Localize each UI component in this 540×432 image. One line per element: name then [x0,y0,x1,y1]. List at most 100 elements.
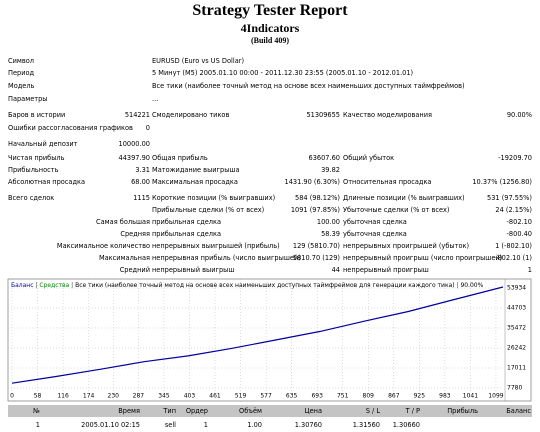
stat-value: -802.10 [506,218,532,226]
stat-value: 51309655 [306,111,340,119]
x-tick-label: 519 [235,393,247,400]
table-header: Тип [163,407,176,415]
x-tick-label: 693 [311,393,323,400]
stat-value: 10000.00 [118,140,150,148]
stat-label: Абсолютная просадка [8,178,86,186]
stat-label: Прибыльные сделки (% от всех) [152,206,265,214]
stat-label: непрерывных выигрышей (прибыль) [152,242,280,250]
separator: | [34,282,40,289]
table-cell: 1.00 [247,421,262,429]
legend-note: Все тики (наиболее точный метод на основ… [75,282,455,289]
stat-label: Средняя [120,230,150,238]
info-label: Параметры [8,95,48,103]
x-tick-label: 230 [108,393,120,400]
stat-label: Максимальная [98,254,150,262]
stat-label: Баров в истории [8,111,66,119]
stat-value: 24 (2.15%) [495,206,532,214]
x-tick-label: 58 [34,393,42,400]
stat-value: 44397.90 [118,154,150,162]
x-tick-label: 751 [337,393,349,400]
stat-label: Прибыльность [8,166,59,174]
x-tick-label: 925 [414,393,426,400]
y-tick-label: 35472 [507,325,526,332]
stat-value: 1115 [133,194,150,202]
table-header: Ордер [185,407,208,415]
chart-legend: Баланс | Средства | Все тики (наиболее т… [11,282,484,289]
stat-value: 39.82 [321,166,340,174]
stat-label: Максимальное количество [56,242,150,250]
stat-label: Матожидание выигрыша [152,166,240,174]
table-cell: 2005.01.10 02:15 [81,421,140,429]
x-tick-label: 0 [10,393,14,400]
report-title: Strategy Tester Report [192,2,348,19]
x-tick-label: 403 [184,393,196,400]
table-cell: 1.30760 [294,421,322,429]
table-header: Время [118,407,140,415]
stat-value: 0 [145,124,150,132]
x-tick-label: 287 [133,393,145,400]
table-cell: 1.31560 [352,421,380,429]
info-label: Символ [8,57,34,65]
stat-value: 531 (97.55%) [487,194,532,202]
stat-label: Ошибки рассогласования графиков [8,124,133,132]
stat-label: Относительная просадка [343,178,432,186]
table-cell: sell [164,421,176,429]
stat-value: 1 [527,266,532,274]
x-tick-label: 1099 [488,393,503,400]
stat-label: Максимальная просадка [152,178,238,186]
info-value: EURUSD (Euro vs US Dollar) [152,57,245,65]
stat-label: убыточная сделка [343,230,407,238]
stat-value: -802.10 (1) [495,254,532,262]
x-tick-label: 809 [363,393,375,400]
y-tick-label: 7780 [507,385,522,392]
stat-value: 1431.90 (6.30%) [284,178,340,186]
separator: | [455,282,461,289]
separator: | [69,282,75,289]
stat-label: Общая прибыль [152,154,208,162]
legend-balance: Баланс [11,282,34,289]
stat-value: 63607.60 [308,154,340,162]
table-header: Прибыль [447,407,478,415]
y-tick-label: 44703 [507,305,526,312]
info-label: Модель [8,82,35,90]
stat-label: прибыльная сделка [152,230,222,238]
info-value: ... [152,95,159,103]
expert-name: 4Indicators [240,21,300,35]
stat-value: 3.31 [135,166,150,174]
x-tick-label: 1041 [463,393,478,400]
stat-label: Качество моделирования [343,111,432,119]
stat-value: 58.39 [321,230,340,238]
stat-label: Начальный депозит [8,140,78,148]
table-header: S / L [365,407,380,415]
x-tick-label: 174 [83,393,95,400]
legend-quality: 90.00% [460,282,483,289]
stat-label: Общий убыток [343,154,395,162]
x-tick-label: 635 [286,393,298,400]
table-header-band [8,405,532,417]
x-tick-label: 867 [388,393,400,400]
stat-label: непрерывный выигрыш [152,266,235,274]
chart-frame [7,278,532,402]
stat-label: непрерывная прибыль (число выигрышей) [152,254,301,262]
info-value: Все тики (наиболее точный метод на основ… [152,82,465,90]
stat-value: 68.00 [131,178,150,186]
x-tick-label: 116 [57,393,69,400]
info-value: 5 Минут (M5) 2005.01.10 00:00 - 2011.12.… [152,69,414,77]
table-cell: 1 [203,421,208,429]
stat-value: 100.00 [316,218,340,226]
balance-line [11,286,504,384]
stat-value: 514221 [124,111,150,119]
y-tick-label: 26242 [507,344,526,351]
stat-value: 584 (98.12%) [295,194,340,202]
stat-value: 5810.70 (129) [292,254,340,262]
stat-value: 10.37% (1256.80) [472,178,532,186]
stat-value: 44 [331,266,340,274]
y-tick-label: 17011 [507,364,526,371]
table-header: Баланс [506,407,531,415]
x-tick-label: 345 [158,393,170,400]
x-tick-label: 577 [260,393,272,400]
stat-value: -19209.70 [498,154,532,162]
x-tick-label: 461 [209,393,221,400]
